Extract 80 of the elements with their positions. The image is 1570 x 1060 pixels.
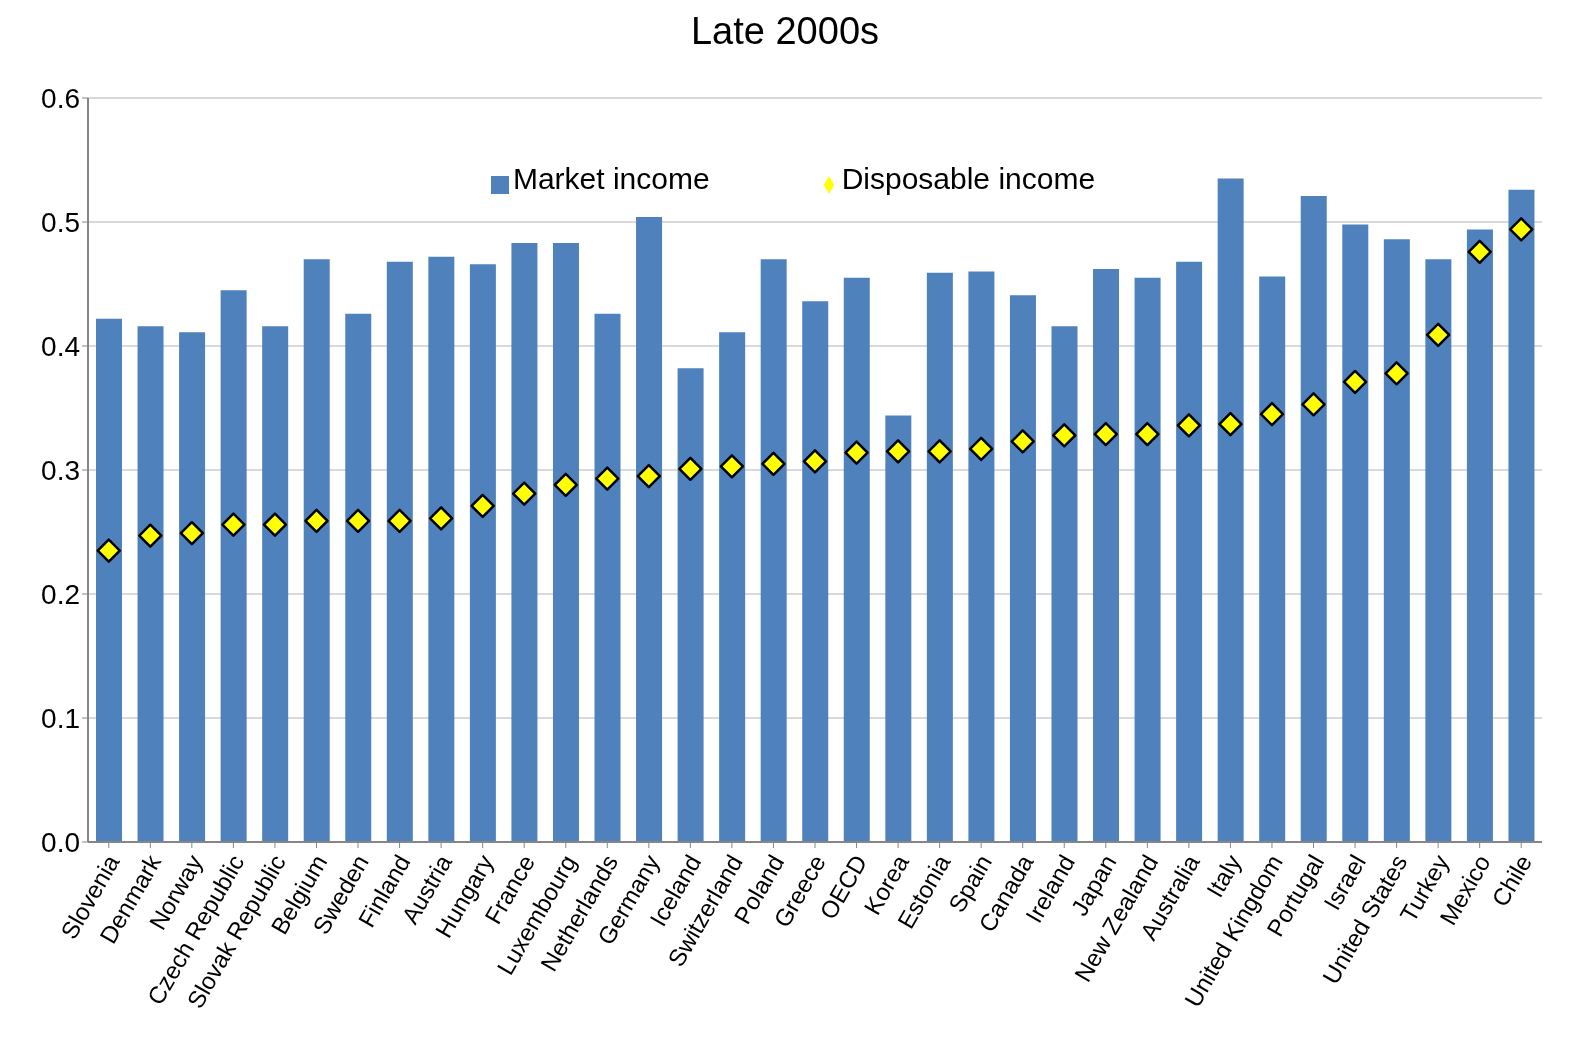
bar (719, 332, 746, 842)
point (802, 449, 828, 474)
bar (303, 259, 330, 842)
bar (96, 318, 122, 842)
point (927, 439, 952, 464)
bar (802, 301, 829, 842)
bar (345, 313, 372, 842)
point (1135, 421, 1160, 447)
point (1052, 423, 1077, 448)
point (636, 463, 662, 489)
bar (1009, 295, 1036, 842)
y-tick-label: 0.0 (41, 826, 80, 858)
bar (885, 415, 912, 842)
bar (843, 277, 870, 842)
bar (1217, 178, 1244, 842)
bar (428, 256, 455, 842)
point (511, 481, 537, 506)
point (1093, 421, 1119, 447)
point (387, 508, 412, 534)
point (1010, 429, 1035, 454)
legend-label: Disposable income (841, 162, 1096, 195)
point (1218, 411, 1243, 437)
bar (636, 217, 663, 842)
point (1176, 413, 1202, 438)
y-tick-label: 0.3 (41, 454, 80, 486)
point (1384, 361, 1409, 386)
point (761, 451, 786, 477)
point (1508, 217, 1534, 242)
point (1301, 392, 1326, 417)
bar (1383, 239, 1410, 842)
y-tick-label: 0.5 (41, 206, 80, 238)
bar (926, 272, 953, 842)
y-tick-label: 0.6 (41, 82, 80, 114)
bar (1508, 189, 1535, 842)
y-tick-label: 0.1 (41, 702, 80, 734)
bar (1093, 269, 1120, 842)
point (678, 456, 703, 482)
bar (1342, 224, 1369, 842)
bar (968, 271, 995, 842)
point (1259, 401, 1285, 427)
chart-title: Late 2000s (689, 9, 881, 54)
bar (1259, 276, 1286, 842)
bar (1051, 326, 1078, 842)
point (262, 512, 288, 537)
point (553, 472, 578, 498)
point (1342, 369, 1368, 395)
bar (1300, 195, 1327, 842)
bar (469, 264, 496, 842)
bar (179, 332, 206, 842)
point (595, 466, 620, 491)
point (968, 436, 994, 462)
y-tick-label: 0.2 (41, 578, 80, 610)
bar (1176, 261, 1203, 842)
bar (511, 243, 538, 842)
bar (386, 261, 413, 842)
bar (760, 259, 787, 842)
bar (262, 326, 289, 842)
point (885, 439, 911, 464)
bar (137, 326, 164, 842)
point (428, 506, 454, 531)
bar (1425, 259, 1452, 842)
point (470, 493, 495, 519)
point (345, 508, 371, 534)
point (304, 508, 329, 534)
point (138, 523, 163, 548)
bar (677, 368, 704, 842)
point (179, 520, 205, 546)
bar (1466, 229, 1493, 842)
bar (552, 243, 579, 842)
bar (594, 313, 621, 842)
y-tick-label: 0.4 (41, 330, 80, 362)
point (96, 538, 122, 563)
bar (1134, 277, 1161, 842)
bar (220, 290, 247, 842)
point (1467, 239, 1492, 265)
point (221, 512, 246, 537)
point (719, 454, 745, 479)
point (844, 440, 869, 465)
legend-label: Market income (512, 162, 710, 195)
point (1425, 322, 1451, 348)
